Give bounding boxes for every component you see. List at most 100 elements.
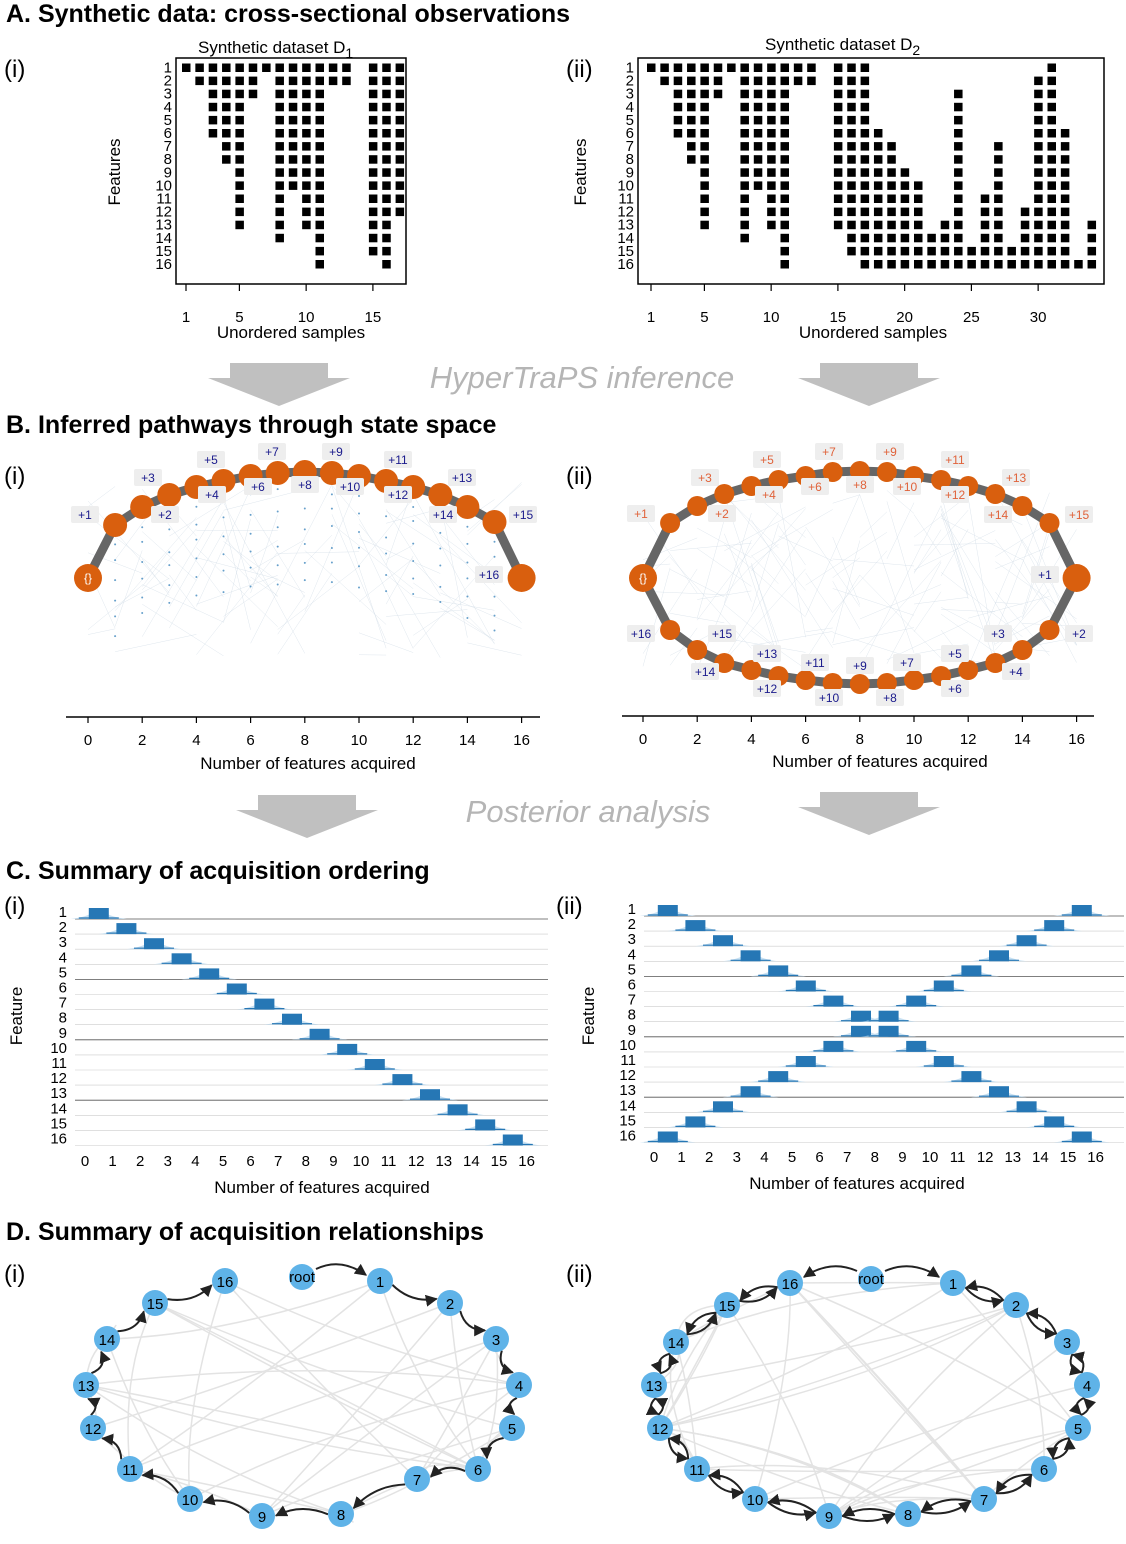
- data-cell: [861, 155, 870, 164]
- background-transition: [697, 520, 724, 619]
- data-cell: [289, 116, 298, 125]
- data-cell: [660, 64, 669, 73]
- background-transition: [914, 515, 941, 556]
- x-tick-label: 4: [192, 732, 200, 749]
- data-cell: [1061, 181, 1070, 190]
- data-cell: [316, 234, 325, 243]
- data-cell: [382, 64, 391, 73]
- feature-label: +10: [897, 480, 918, 494]
- data-cell: [275, 208, 284, 217]
- data-cell: [396, 208, 405, 217]
- data-cell: [927, 260, 936, 269]
- data-cell: [994, 234, 1003, 243]
- x-tick-label: 10: [922, 1149, 939, 1166]
- feature-label: +14: [988, 508, 1009, 522]
- state-node: [850, 674, 870, 694]
- data-cell: [874, 129, 883, 138]
- data-cell: [781, 90, 790, 99]
- state-node: [1063, 564, 1091, 592]
- data-cell: [1088, 221, 1097, 230]
- data-cell: [1034, 181, 1043, 190]
- state-dot: [331, 562, 333, 564]
- x-tick-label: 6: [246, 732, 254, 749]
- state-dot: [250, 567, 252, 569]
- state-dot: [412, 578, 414, 580]
- data-cell: [369, 77, 378, 86]
- data-cell: [781, 195, 790, 204]
- state-dot: [439, 601, 441, 603]
- background-transition: [806, 532, 887, 585]
- feature-label: +1: [634, 507, 648, 521]
- data-cell: [781, 155, 790, 164]
- state-node: [483, 510, 507, 534]
- data-cell: [901, 208, 910, 217]
- state-dot: [439, 532, 441, 534]
- background-edge: [697, 1469, 1044, 1471]
- data-cell: [275, 221, 284, 230]
- data-cell: [901, 247, 910, 256]
- background-transition: [751, 523, 778, 611]
- feature-label: +12: [945, 488, 966, 502]
- data-cell: [1034, 247, 1043, 256]
- data-cell: [382, 129, 391, 138]
- data-cell: [369, 142, 378, 151]
- data-cell: [861, 260, 870, 269]
- panel-label-c-ii: (ii): [556, 893, 583, 920]
- data-cell: [861, 90, 870, 99]
- data-cell: [754, 64, 763, 73]
- data-cell: [954, 247, 963, 256]
- background-transition: [169, 532, 223, 628]
- data-cell: [981, 208, 990, 217]
- node-label: 7: [413, 1472, 421, 1489]
- data-cell: [235, 168, 244, 177]
- x-tick-label: 4: [191, 1153, 199, 1170]
- data-cell: [874, 155, 883, 164]
- state-node: [1012, 496, 1032, 516]
- data-cell: [1048, 221, 1057, 230]
- data-cell: [316, 116, 325, 125]
- data-cell: [1007, 260, 1016, 269]
- data-cell: [941, 247, 950, 256]
- background-transition: [169, 575, 196, 611]
- background-transition: [724, 513, 751, 603]
- panel-label-a-i: (i): [4, 56, 25, 83]
- data-cell: [834, 103, 843, 112]
- panel-a-i-ylabel: Features: [105, 138, 124, 205]
- state-dot: [331, 493, 333, 495]
- x-tick-label: 13: [435, 1153, 452, 1170]
- node-label: 13: [78, 1378, 95, 1395]
- data-cell: [847, 77, 856, 86]
- background-transition: [224, 553, 251, 580]
- ordering-mode-bar: [989, 1086, 1009, 1097]
- panel-b-ii-xlabel: Number of features acquired: [772, 752, 987, 771]
- data-cell: [941, 234, 950, 243]
- background-transition: [196, 489, 250, 607]
- data-cell: [275, 77, 284, 86]
- x-tick-label: 8: [856, 731, 864, 748]
- x-tick-label: 15: [1060, 1149, 1077, 1166]
- ordering-mode-bar: [89, 908, 109, 919]
- feature-label: +7: [265, 445, 279, 459]
- node-label: 15: [719, 1298, 736, 1315]
- edge-chain: [167, 1285, 211, 1300]
- data-cell: [754, 155, 763, 164]
- feature-label: +15: [1069, 508, 1090, 522]
- panel-a-ii-heatmap: Synthetic dataset D2 Features Unordered …: [571, 35, 1104, 342]
- data-cell: [994, 260, 1003, 269]
- data-cell: [994, 155, 1003, 164]
- data-cell: [914, 208, 923, 217]
- state-node: [1012, 640, 1032, 660]
- background-transition: [413, 515, 494, 575]
- data-cell: [954, 155, 963, 164]
- data-cell: [954, 142, 963, 151]
- data-cell: [222, 77, 231, 86]
- ordering-mode-bar: [1017, 1101, 1037, 1112]
- node-label: 5: [508, 1421, 516, 1438]
- state-dot: [385, 537, 387, 539]
- data-cell: [289, 168, 298, 177]
- data-cell: [954, 116, 963, 125]
- state-dot: [439, 565, 441, 567]
- ordering-mode-bar: [199, 968, 219, 979]
- data-cell: [1021, 221, 1030, 230]
- data-cell: [740, 208, 749, 217]
